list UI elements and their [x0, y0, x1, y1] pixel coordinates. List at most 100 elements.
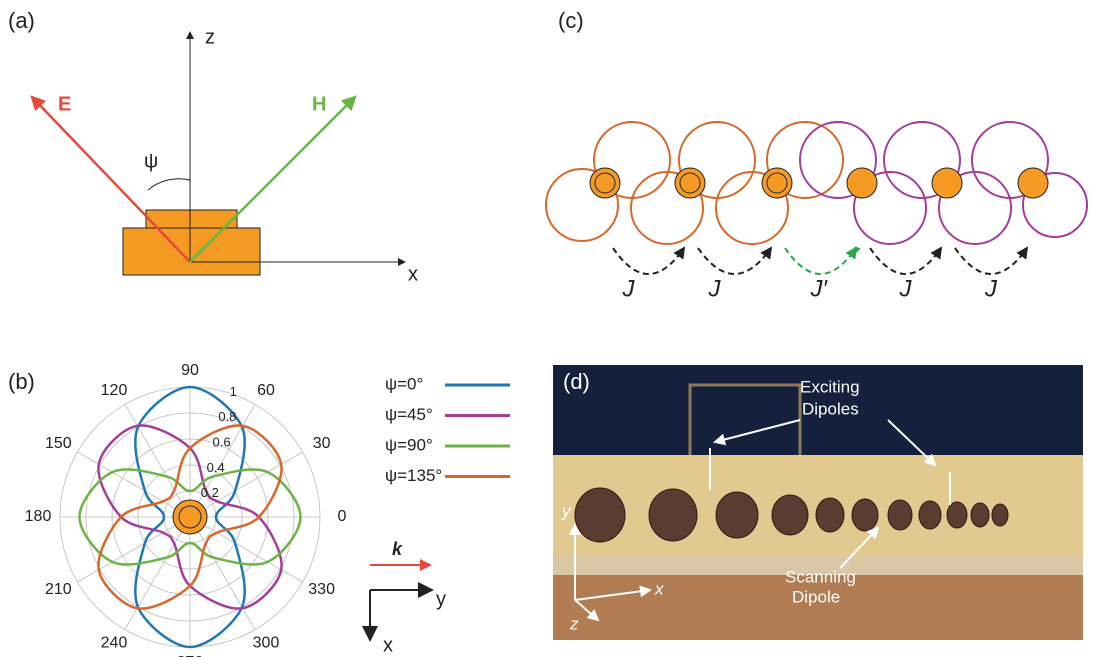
dipole-ring: [766, 172, 788, 194]
axis-label: y: [436, 588, 446, 610]
e-field: [30, 95, 191, 263]
r-tick-label: 0.4: [207, 460, 225, 475]
coupling-label: J: [984, 275, 998, 302]
r-tick-label: 0.8: [218, 409, 236, 424]
dipole: [1017, 167, 1049, 199]
axis-label: x: [654, 579, 664, 598]
loop: [799, 121, 877, 199]
r-tick-label: 1: [230, 384, 237, 399]
panel-label: (b): [8, 369, 35, 394]
coupling-label: J: [622, 275, 636, 302]
angle-label: 0: [338, 508, 347, 525]
annotation: Dipoles: [802, 399, 859, 418]
axis-label: x: [383, 634, 393, 656]
disk: [991, 503, 1009, 527]
disk: [715, 491, 759, 539]
pointer: [887, 419, 937, 467]
coupling-arc: [954, 246, 1029, 275]
loop: [766, 121, 844, 199]
z-axis: [574, 599, 600, 622]
disk: [771, 494, 809, 536]
panel-c: (c) J J J′ J J: [545, 8, 1088, 302]
loops: [545, 121, 1088, 245]
annotation: Dipole: [792, 587, 840, 606]
disk: [815, 497, 845, 533]
coupling-arc: [697, 246, 773, 275]
angle-label: 330: [308, 581, 335, 598]
k-label: k: [392, 539, 403, 559]
e-label: E: [58, 93, 71, 115]
angle-label: 120: [101, 382, 128, 399]
h-field: [189, 95, 357, 263]
loop: [883, 121, 961, 199]
grid-spoke: [77, 451, 191, 518]
axis-label: y: [561, 501, 572, 520]
annotation: Exciting: [800, 377, 860, 396]
panel-b: (b) k y x 0 30 60 90 120 150 180 210 240 270 300 33…: [8, 362, 510, 657]
annotation: Scanning: [785, 567, 856, 586]
loop: [971, 121, 1049, 199]
disk: [918, 500, 942, 530]
disk: [946, 501, 968, 529]
disk: [851, 498, 879, 532]
dipole: [674, 167, 706, 199]
loop: [715, 171, 789, 245]
dipole: [589, 167, 621, 199]
angle-arc: [147, 178, 191, 191]
center-dipole: [172, 499, 208, 535]
loop: [545, 168, 619, 242]
angle-label: 30: [313, 435, 331, 452]
series-curve: [97, 424, 283, 610]
loop: [853, 171, 927, 245]
h-label: H: [312, 93, 326, 115]
angle-label: 60: [257, 382, 275, 399]
angle-label: 210: [45, 581, 72, 598]
grid-spoke: [189, 516, 256, 630]
angle-label: 150: [45, 435, 72, 452]
series-curve: [78, 468, 302, 566]
coupling-label: J: [708, 275, 722, 302]
angle-label: 300: [253, 635, 280, 652]
loop: [630, 171, 704, 245]
angle-label: 180: [25, 508, 52, 525]
grid-spoke: [189, 404, 256, 518]
loop: [1022, 172, 1088, 238]
coupling-label: J: [899, 275, 913, 302]
x-axis: [574, 585, 652, 601]
angle-label: 90: [181, 362, 199, 379]
r-tick-label: 0.6: [213, 434, 231, 449]
axis-label: z: [569, 614, 579, 633]
dipole-disks: [574, 487, 1009, 543]
axis-label: z: [205, 26, 215, 48]
panel-label: (a): [8, 8, 35, 33]
r-tick-label: 0.2: [201, 485, 219, 500]
pointer: [713, 419, 801, 446]
angle-label: ψ: [144, 150, 158, 172]
angle-label: 270: [177, 654, 204, 657]
grid-spoke: [124, 516, 191, 630]
panel-d: (d) Exciting Dipoles Scanning Dipole y x…: [553, 365, 1083, 640]
disk: [648, 488, 698, 542]
loop: [938, 171, 1012, 245]
coupling-label: J′: [810, 275, 829, 302]
dipole: [846, 167, 878, 199]
grid-spoke: [189, 451, 303, 518]
angle-label: 240: [101, 635, 128, 652]
block: [122, 227, 261, 276]
dipole: [931, 167, 963, 199]
coupling-arc: [784, 246, 858, 275]
axis-label: x: [408, 263, 418, 285]
center-ring: [178, 505, 202, 529]
coupling-arc: [612, 246, 686, 275]
plate: [553, 555, 1083, 575]
grid-spoke: [189, 516, 303, 583]
coupling-arc: [869, 246, 943, 275]
legend-label: ψ=90°: [385, 435, 433, 454]
legend-label: ψ=45°: [385, 405, 433, 424]
dipole: [761, 167, 793, 199]
panel-label: (d): [563, 369, 590, 394]
panel-a: (a) z x E H ψ: [8, 8, 418, 285]
disk: [970, 502, 990, 528]
grid-spoke: [77, 516, 191, 583]
